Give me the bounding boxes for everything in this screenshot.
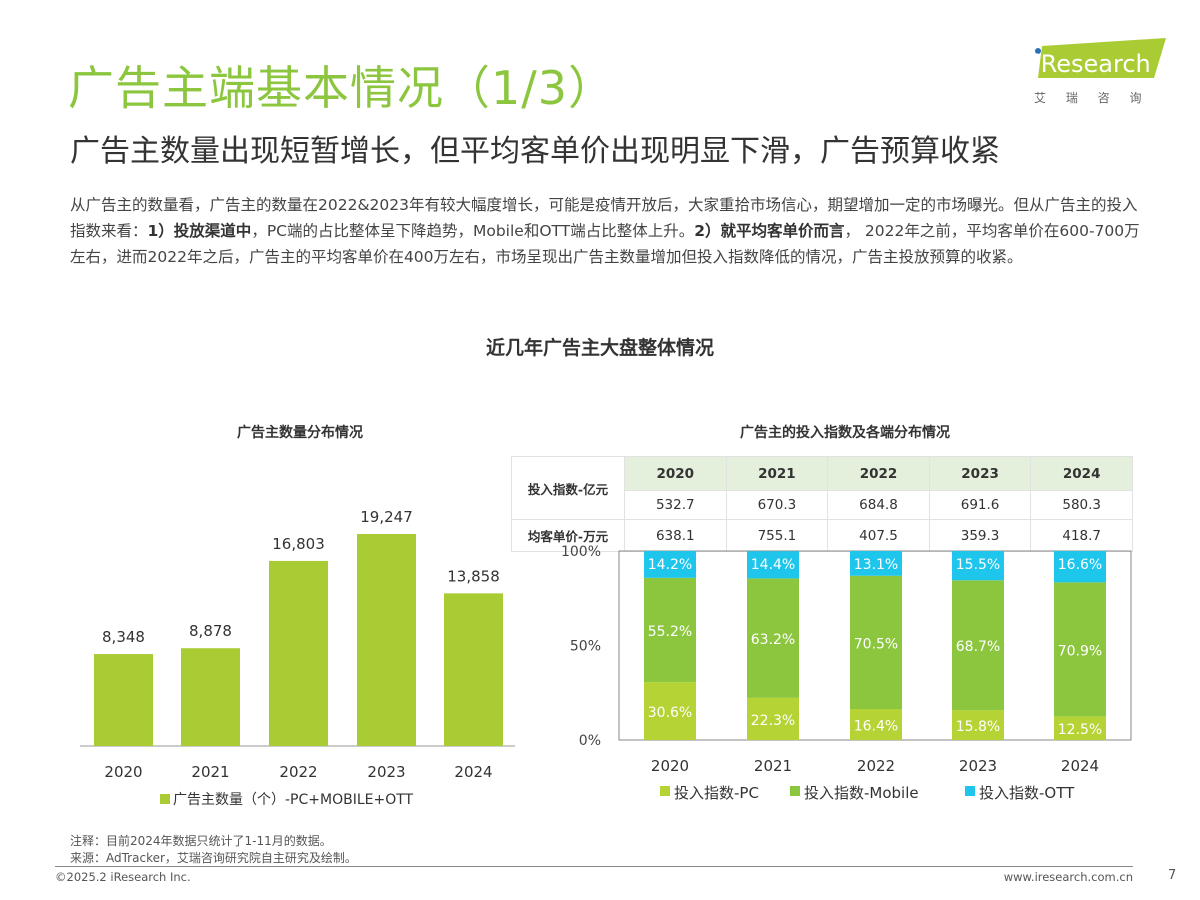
logo-cn: 艾 瑞 咨 询 (1034, 90, 1149, 105)
segment-label: 30.6% (648, 705, 692, 721)
website-link[interactable]: www.iresearch.com.cn (1003, 870, 1133, 884)
bar-2022 (269, 560, 328, 746)
x-tick-label: 2024 (454, 763, 492, 781)
left-chart-title: 广告主数量分布情况 (237, 425, 363, 441)
logo-text: iResearch (1034, 50, 1151, 78)
bar-segment-2023 (952, 710, 1004, 740)
table-corner (511, 456, 625, 491)
page-number: 7 (1168, 868, 1177, 883)
legend-label: 广告主数量（个）-PC+MOBILE+OTT (173, 792, 414, 808)
footer-divider (55, 866, 1133, 867)
bar-segment-2024 (1054, 551, 1106, 583)
page-subtitle: 广告主数量出现短暂增长，但平均客单价出现明显下滑，广告预算收紧 (70, 134, 1000, 169)
page-title: 广告主端基本情况（1/3） (68, 61, 616, 115)
bar-segment-2024 (1054, 716, 1106, 740)
bar-segment-2020 (644, 682, 696, 740)
legend-swatch (160, 794, 170, 804)
x-tick-label: 2022 (279, 763, 317, 781)
x-tick-label: 2021 (754, 757, 792, 775)
data-label: 16,803 (272, 535, 325, 553)
intro-paragraph: 从广告主的数量看，广告主的数量在2022&2023年有较大幅度增长，可能是疫情开… (70, 192, 1140, 270)
data-label: 8,348 (102, 628, 145, 646)
legend-swatch (790, 786, 800, 796)
data-label: 13,858 (447, 567, 500, 585)
para-text: ， 2022年之前，平均客单价在600-700万左右，进而2022年之后，广告主… (70, 222, 1140, 266)
legend-label: 投入指数-Mobile (804, 784, 919, 802)
table-header-cell: 2024 (1030, 456, 1133, 491)
legend-swatch (660, 786, 670, 796)
bar-segment-2020 (644, 551, 696, 578)
segment-label: 63.2% (751, 632, 795, 648)
bar-segment-2022 (850, 551, 902, 576)
segment-label: 22.3% (751, 713, 795, 729)
segment-label: 13.1% (854, 557, 898, 573)
bar-segment-2020 (644, 577, 696, 683)
table-row-label: 均客单价-万元 (511, 519, 625, 552)
bar-segment-2024 (1054, 582, 1106, 717)
segment-label: 55.2% (648, 624, 692, 640)
investment-share-chart: 0% 50% 100% 30.6% 55.2% 14.2% 2020 22.3% 63.2% 14… (561, 544, 1132, 802)
x-tick-label: 2024 (1061, 757, 1099, 775)
bar-segment-2022 (850, 575, 902, 710)
para-text: 从广告主的数量看，广告主的数量在2022&2023年有较大幅度增长，可能是疫情开… (70, 196, 1138, 240)
bar-2024 (444, 593, 503, 746)
segment-label: 14.4% (751, 557, 795, 573)
segment-label: 15.5% (956, 557, 1000, 573)
table-row-label: 投入指数-亿元 (511, 482, 625, 520)
segment-label: 16.6% (1058, 557, 1102, 573)
y-tick-label: 100% (561, 544, 601, 560)
legend-label: 投入指数-PC (674, 784, 759, 802)
bar-segment-2021 (747, 697, 799, 740)
bar-segment-2021 (747, 578, 799, 698)
bar-2021 (181, 648, 240, 746)
segment-label: 14.2% (648, 557, 692, 573)
segment-label: 70.9% (1058, 643, 1102, 659)
segment-label: 68.7% (956, 639, 1000, 655)
segment-label: 12.5% (1058, 722, 1102, 738)
table-header-cell: 2020 (624, 456, 727, 491)
bar-segment-2021 (747, 551, 799, 579)
para-bold: 2）就平均客单价而言 (694, 222, 845, 240)
y-tick-label: 50% (570, 639, 601, 655)
segment-label: 70.5% (854, 636, 898, 652)
section-heading: 近几年广告主大盘整体情况 (485, 337, 714, 359)
table-cell: 638.1 (624, 519, 727, 552)
segment-label: 15.8% (956, 719, 1000, 735)
data-label: 8,878 (189, 622, 232, 640)
para-bold: 1）投放渠道中 (147, 222, 252, 240)
table-cell: 755.1 (725, 519, 829, 552)
para-text: ，PC端的占比整体呈下降趋势，Mobile和OTT端占比整体上升。 (251, 222, 695, 240)
x-tick-label: 2023 (367, 763, 405, 781)
x-tick-label: 2023 (959, 757, 997, 775)
bar-segment-2023 (952, 551, 1004, 581)
table-cell: 691.6 (928, 490, 1032, 520)
row-label-text: 投入指数-亿元 (527, 482, 609, 498)
bar-segment-2023 (952, 580, 1004, 711)
bar-segment-2022 (850, 709, 902, 740)
legend-label: 投入指数-OTT (979, 784, 1075, 802)
table-row: 投入指数-亿元 532.7 670.3 684.8 691.6 580.3 (511, 482, 1133, 520)
right-chart-title: 广告主的投入指数及各端分布情况 (740, 425, 950, 441)
advertiser-count-chart: 8,348 2020 8,878 2021 16,803 2022 19,247 2023 13… (80, 508, 515, 808)
copyright: ©2025.2 iResearch Inc. (55, 870, 191, 884)
source-note: 来源：AdTracker，艾瑞咨询研究院自主研究及绘制。 (70, 851, 357, 865)
x-tick-label: 2020 (104, 763, 142, 781)
table-header-cell: 2021 (725, 456, 829, 491)
bar-2023 (357, 534, 416, 746)
table-cell: 580.3 (1030, 490, 1133, 520)
y-tick-label: 0% (579, 733, 601, 749)
x-tick-label: 2021 (191, 763, 229, 781)
footnote: 注释：目前2024年数据只统计了1-11月的数据。 (70, 834, 332, 848)
bar-2020 (94, 654, 153, 746)
segment-label: 16.4% (854, 719, 898, 735)
table-cell: 359.3 (928, 519, 1032, 552)
iresearch-logo: iResearch 艾 瑞 咨 询 (1034, 38, 1166, 105)
data-label: 19,247 (360, 508, 413, 526)
x-tick-label: 2020 (651, 757, 689, 775)
table-header-cell: 2022 (827, 456, 930, 491)
x-tick-label: 2022 (857, 757, 895, 775)
legend-swatch (965, 786, 975, 796)
